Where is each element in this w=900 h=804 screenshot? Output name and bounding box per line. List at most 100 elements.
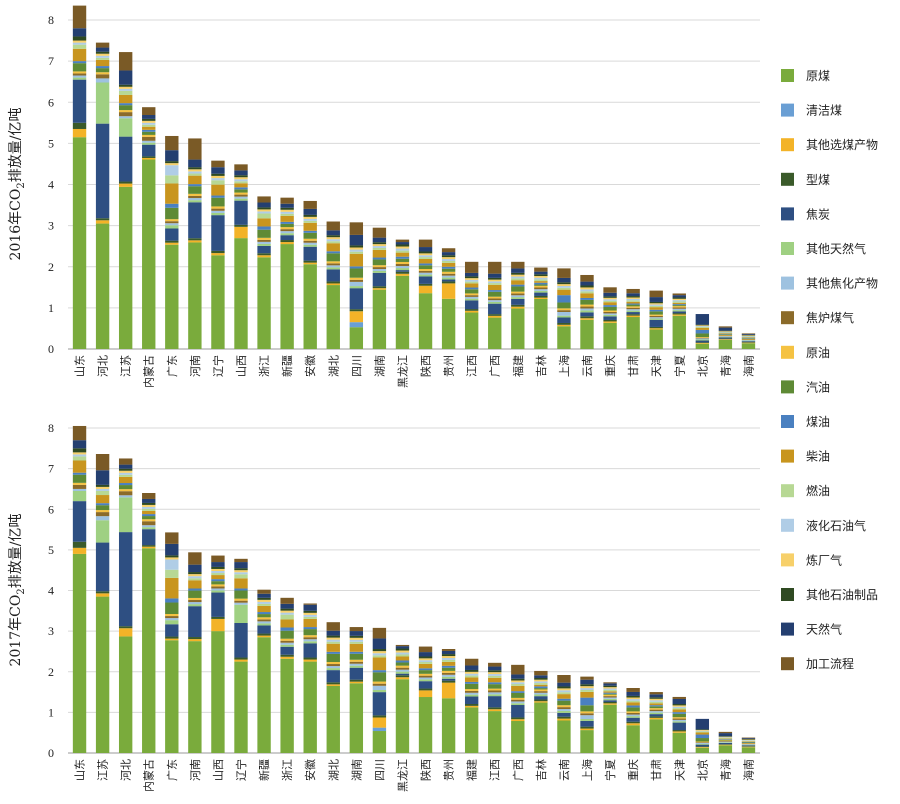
- bar-segment: [372, 249, 387, 258]
- bar-segment: [741, 333, 756, 335]
- bar-segment: [511, 717, 525, 720]
- bar-segment: [741, 739, 756, 741]
- bar-segment: [418, 697, 433, 753]
- x-tick-label: 吉林: [534, 355, 548, 377]
- bar-segment: [534, 701, 548, 703]
- bar-segment: [511, 692, 525, 698]
- bar-segment: [488, 284, 502, 291]
- bar-segment: [234, 224, 248, 227]
- bar-segment: [188, 171, 202, 174]
- bar-segment: [626, 293, 640, 297]
- bar-segment: [603, 689, 617, 692]
- bar-segment: [534, 289, 548, 291]
- bar-segment: [280, 197, 294, 204]
- bar-segment: [626, 716, 640, 718]
- bar-segment: [211, 255, 225, 349]
- bar-segment: [165, 636, 179, 639]
- bar-segment: [280, 207, 294, 210]
- bar-segment: [326, 235, 340, 238]
- bar-segment: [395, 239, 410, 243]
- bar-segment: [511, 298, 525, 305]
- bar-segment: [718, 745, 733, 753]
- bar-segment: [72, 137, 87, 349]
- bar-segment: [257, 614, 271, 618]
- bar-segment: [95, 488, 110, 491]
- bar-segment: [534, 683, 548, 685]
- bar-segment: [118, 495, 133, 498]
- bar-segment: [511, 701, 525, 704]
- bar-segment: [672, 713, 686, 718]
- legend-swatch: [781, 172, 794, 186]
- bar-segment: [580, 686, 594, 689]
- bar-segment: [303, 657, 317, 660]
- x-tick-label: 新疆: [280, 355, 294, 377]
- bar-segment: [72, 474, 87, 483]
- bar-segment: [511, 721, 525, 753]
- bar-segment: [118, 136, 133, 182]
- bar-segment: [741, 341, 756, 343]
- bar-segment: [626, 723, 640, 726]
- bar-segment: [234, 602, 248, 605]
- bar-segment: [672, 310, 686, 312]
- bar-segment: [211, 618, 225, 632]
- bar-segment: [741, 741, 756, 743]
- bar-segment: [118, 112, 133, 117]
- bar-segment: [303, 220, 317, 223]
- bar-segment: [165, 614, 179, 617]
- bar-segment: [488, 261, 502, 274]
- bar-segment: [372, 670, 387, 673]
- bar-segment: [118, 470, 133, 473]
- bar-segment: [211, 571, 225, 574]
- x-tick-label: 湖南: [373, 355, 386, 377]
- bar-segment: [511, 680, 525, 683]
- x-tick-label: 天津: [650, 355, 663, 377]
- bar-segment: [626, 699, 640, 701]
- bar-segment: [488, 662, 502, 667]
- bar-segment: [188, 574, 202, 577]
- bar-segment: [557, 707, 571, 710]
- bar-segment: [603, 698, 617, 701]
- bar-segment: [72, 44, 87, 49]
- bar-segment: [349, 281, 364, 287]
- bar-segment: [188, 604, 202, 607]
- bar-segment: [603, 316, 617, 320]
- bar-segment: [72, 472, 87, 475]
- bar-segment: [188, 606, 202, 638]
- x-tick-label: 青海: [718, 355, 732, 377]
- bar-segment: [741, 337, 756, 338]
- bar-segment: [626, 306, 640, 308]
- bar-segment: [441, 260, 456, 263]
- bar-segment: [211, 208, 225, 211]
- bar-segment: [511, 276, 525, 279]
- bar-segment: [165, 532, 179, 544]
- bar-segment: [303, 637, 317, 640]
- bar-segment: [418, 239, 433, 248]
- bar-segment: [234, 578, 248, 589]
- bar-segment: [280, 608, 294, 611]
- bar-segment: [257, 617, 271, 620]
- y-tick-label: 2: [48, 665, 54, 679]
- bar-segment: [211, 616, 225, 619]
- bar-segment: [718, 336, 733, 337]
- bar-segment: [142, 498, 156, 503]
- bar-segment: [672, 305, 686, 307]
- bar-segment: [488, 283, 502, 285]
- x-tick-label: 湖北: [327, 759, 340, 781]
- x-tick-label: 山西: [212, 759, 225, 781]
- legend-label: 其他天然气: [806, 241, 866, 256]
- bar-segment: [649, 716, 663, 718]
- bar-segment: [372, 672, 387, 682]
- x-tick-label: 甘肃: [627, 355, 640, 377]
- bar-segment: [441, 661, 456, 666]
- bar-segment: [580, 274, 594, 282]
- bar-segment: [165, 203, 179, 208]
- bar-segment: [649, 328, 663, 330]
- bar-segment: [234, 659, 248, 662]
- bar-segment: [626, 688, 640, 692]
- bar-segment: [603, 319, 617, 322]
- bar-segment: [280, 227, 294, 230]
- bar-segment: [626, 695, 640, 698]
- legend-swatch: [781, 380, 794, 394]
- bar-segment: [326, 685, 340, 753]
